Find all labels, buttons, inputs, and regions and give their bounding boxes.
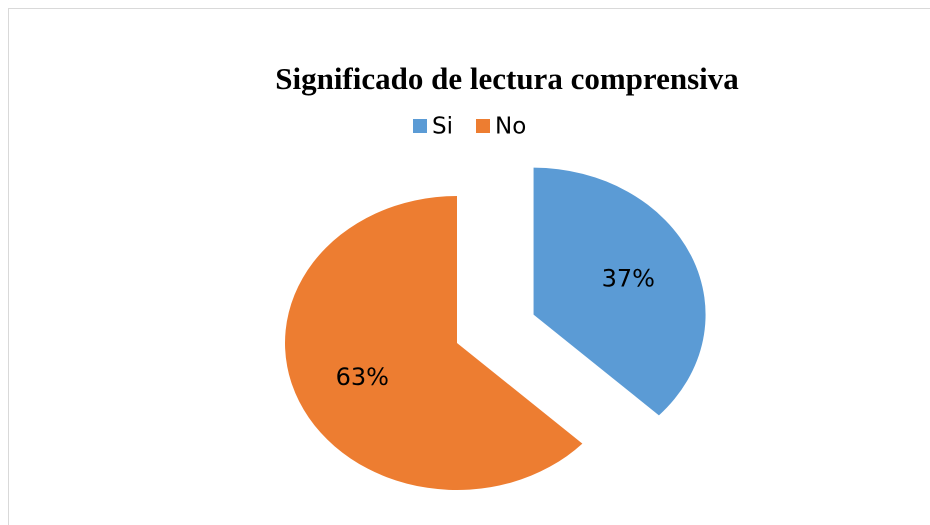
data-label: 37% (602, 265, 655, 293)
legend-label: No (495, 114, 526, 140)
pie-slice (533, 167, 706, 416)
legend-swatch (476, 119, 490, 133)
chart-title: Significado de lectura comprensiva (275, 61, 739, 96)
legend-swatch (413, 119, 427, 133)
legend-label: Si (432, 114, 453, 140)
pie-slice (285, 196, 583, 490)
data-label: 63% (336, 363, 389, 391)
